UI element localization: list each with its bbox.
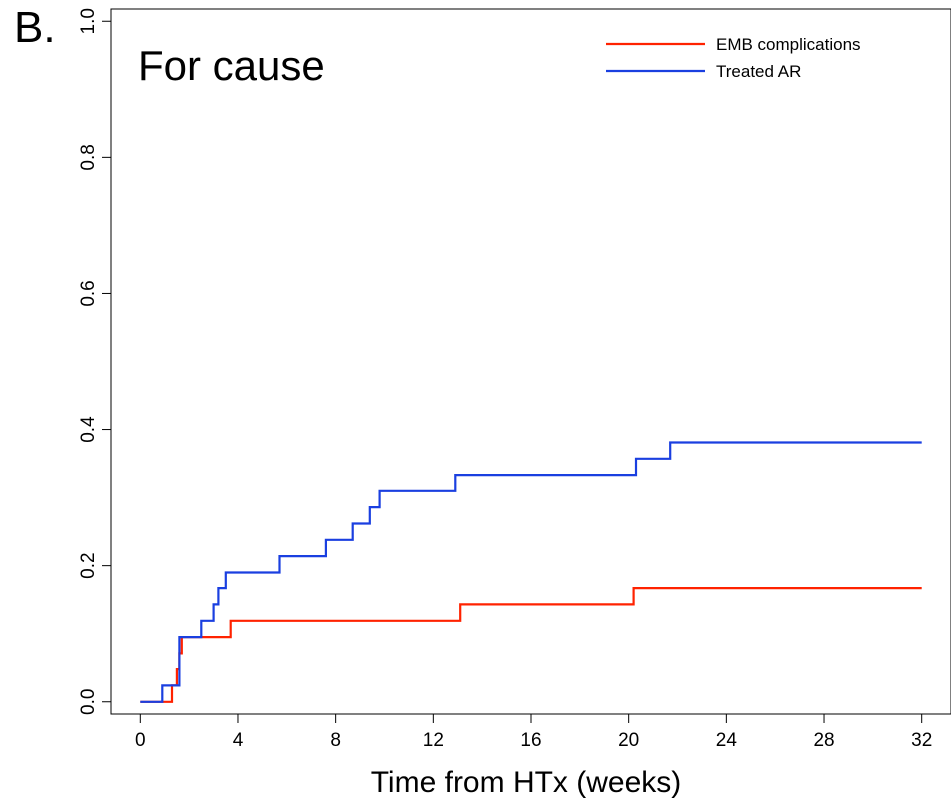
x-tick-label: 20 xyxy=(618,730,639,751)
series-layer xyxy=(140,441,922,703)
x-tick-label: 24 xyxy=(716,730,738,751)
x-tick-label: 0 xyxy=(135,730,146,751)
legend-label-treated-ar: Treated AR xyxy=(716,62,801,81)
series-line-emb-complications xyxy=(140,587,922,703)
legend: EMB complications Treated AR xyxy=(606,35,861,81)
legend-label-emb-complications: EMB complications xyxy=(716,35,861,54)
y-tick-label: 0.6 xyxy=(78,280,99,306)
x-tick-label: 4 xyxy=(233,730,244,751)
y-axis: 0.0 0.2 0.4 0.6 0.8 1.0 xyxy=(78,8,111,715)
panel-label: B. xyxy=(14,3,56,52)
x-tick-label: 28 xyxy=(813,730,834,751)
series-line-treated-ar xyxy=(140,441,922,703)
x-tick-label: 32 xyxy=(911,730,932,751)
x-tick-label: 12 xyxy=(423,730,444,751)
x-axis-label: Time from HTx (weeks) xyxy=(371,766,682,799)
chart-title: For cause xyxy=(138,42,325,89)
x-tick-label: 16 xyxy=(520,730,541,751)
plot-frame xyxy=(110,8,951,715)
y-tick-label: 0.2 xyxy=(78,552,99,578)
y-tick-label: 0.8 xyxy=(78,144,99,170)
x-tick-label: 8 xyxy=(330,730,341,751)
y-tick-label: 0.0 xyxy=(78,689,99,715)
y-tick-label: 0.4 xyxy=(78,416,99,443)
x-axis: 0 4 8 12 16 20 24 28 32 xyxy=(135,714,932,751)
y-tick-label: 1.0 xyxy=(78,8,99,34)
